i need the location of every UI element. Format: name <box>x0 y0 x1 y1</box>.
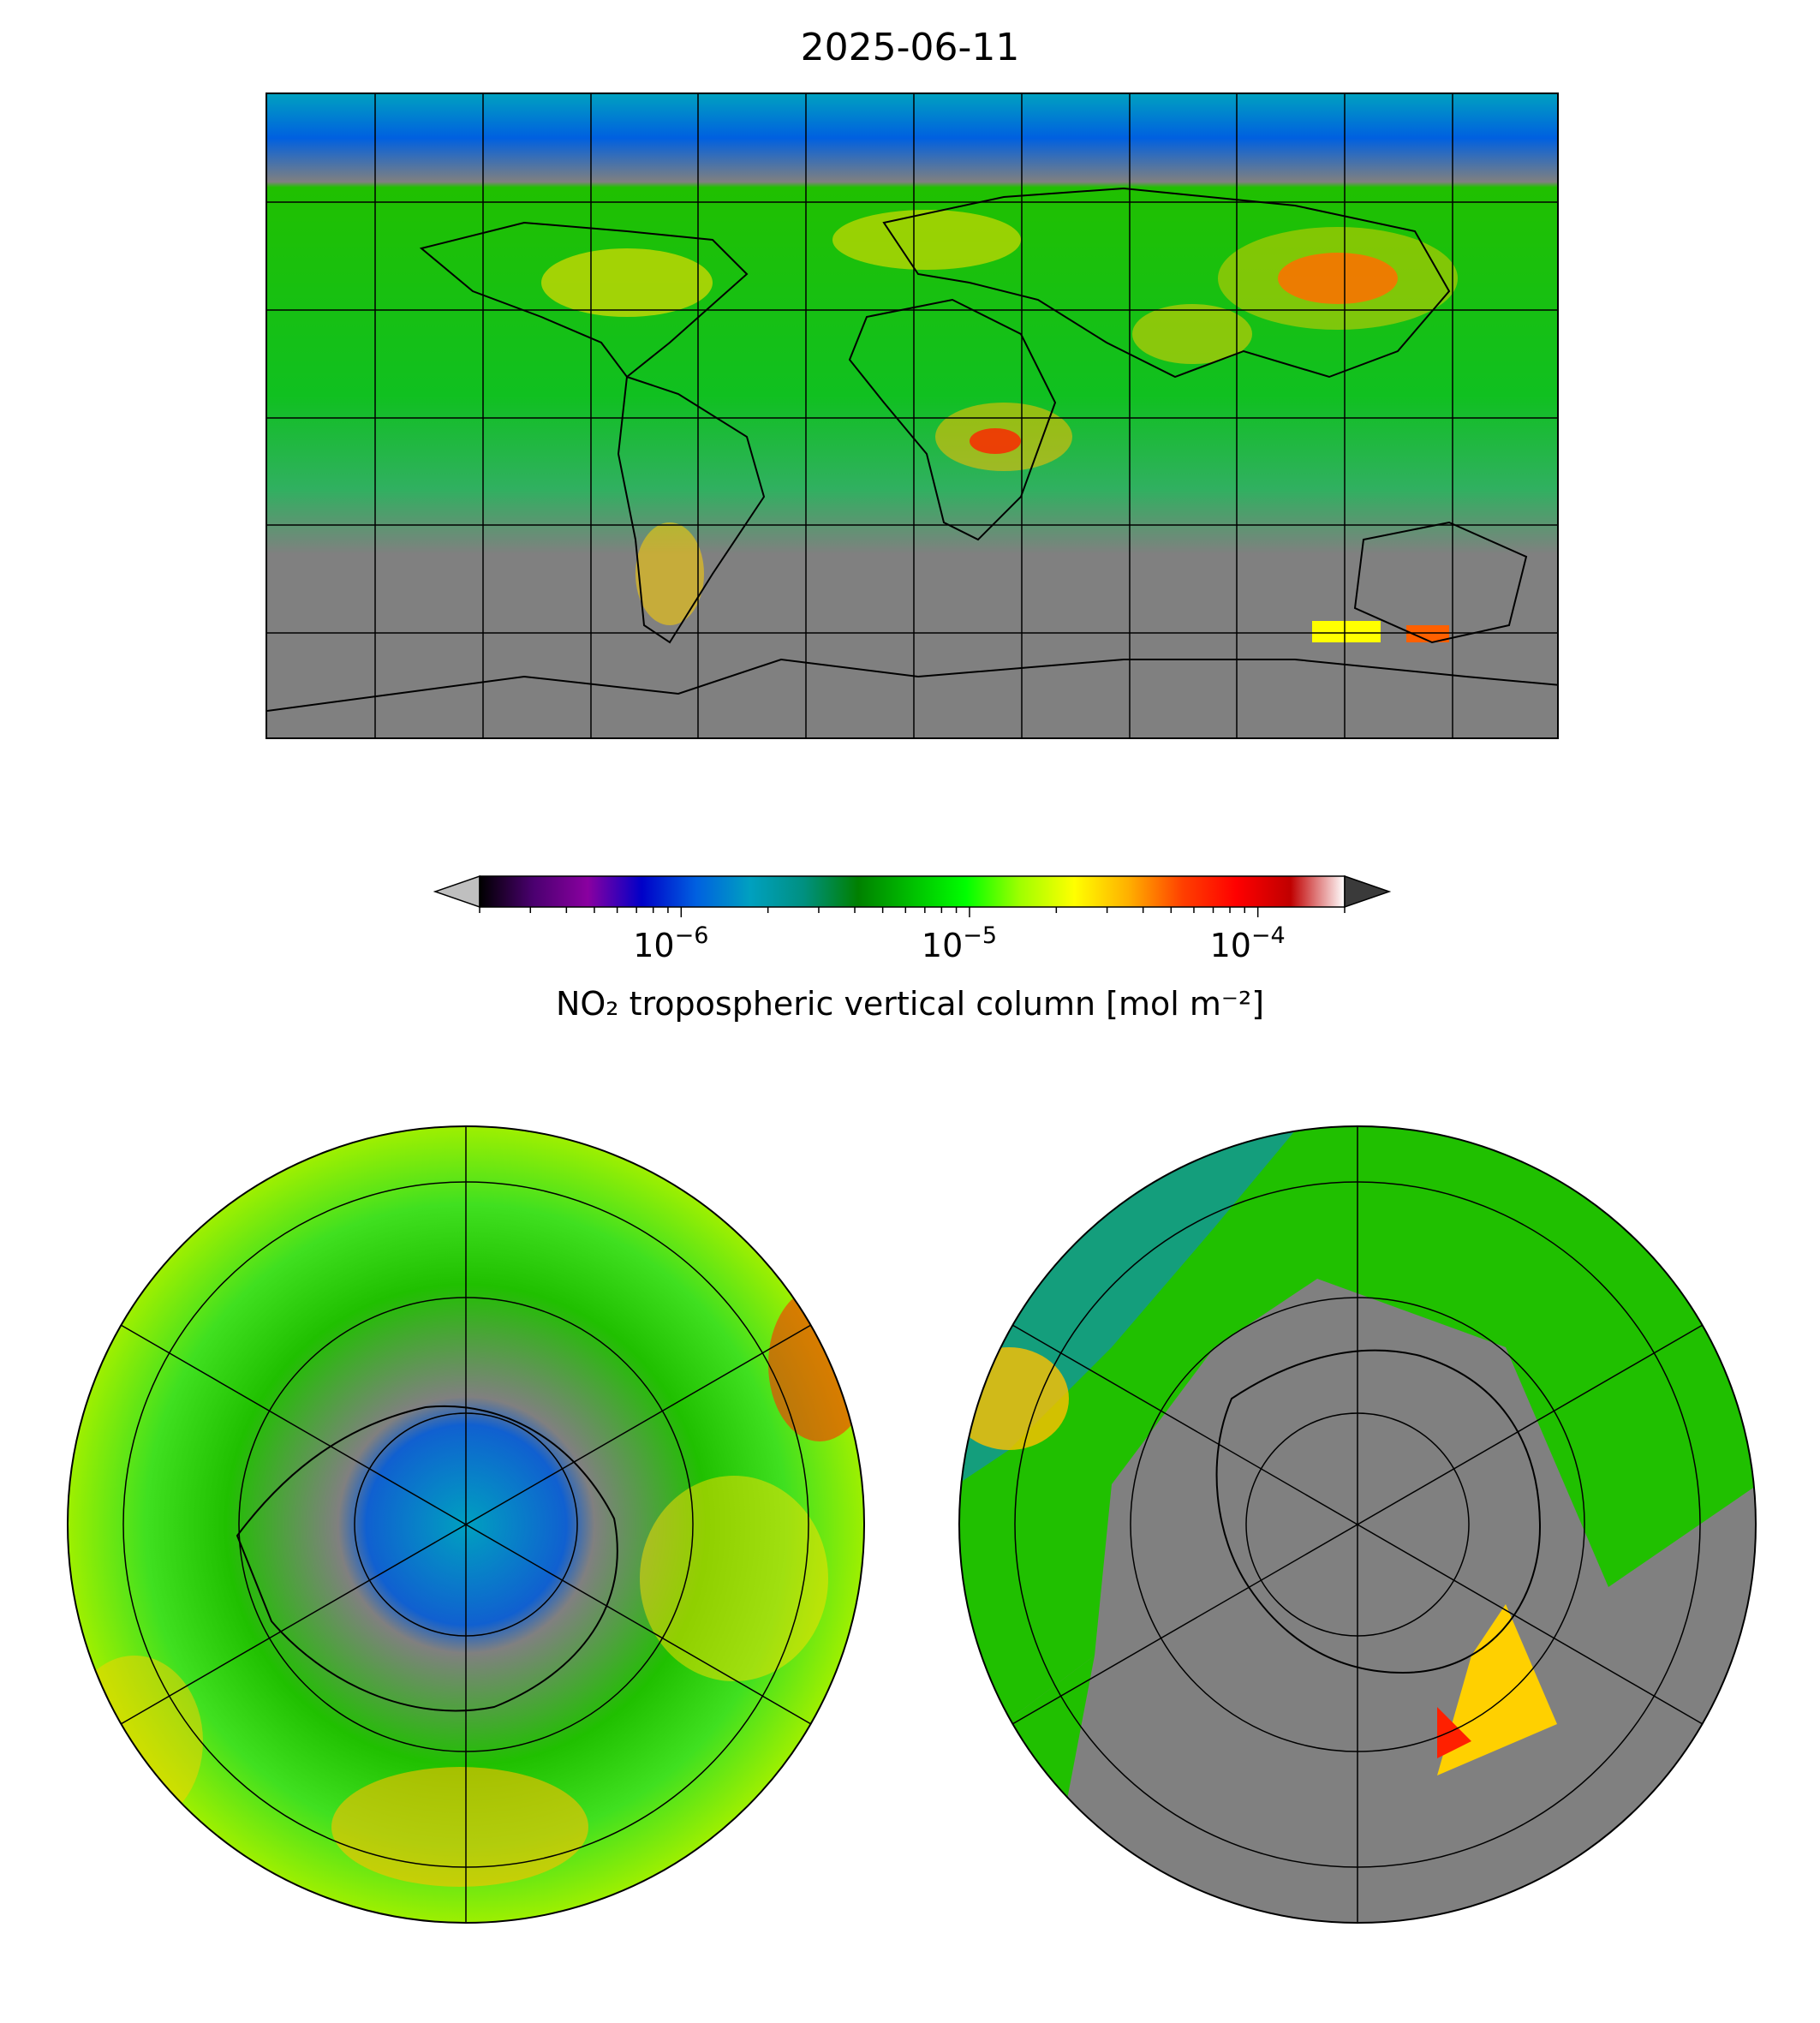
south-band-red <box>1406 625 1449 642</box>
north-polar-boundary <box>67 1125 865 1924</box>
hotspot-north-america <box>541 248 713 317</box>
north-polar-hotspot-asia <box>768 1287 864 1441</box>
south-polar-boundary <box>958 1125 1757 1924</box>
colorbar-tick-labels: 10−6 10−5 10−4 <box>633 922 1286 964</box>
north-polar-coastline <box>236 1405 618 1712</box>
colorbar: 10−6 10−5 10−4 <box>428 869 1396 1041</box>
graticule <box>267 94 1557 737</box>
south-polar-hotspot-red <box>1437 1707 1471 1758</box>
south-polar-map <box>958 1125 1758 1925</box>
hotspot-europe <box>832 210 1021 270</box>
north-polar-graticule <box>120 1126 812 1923</box>
data-swath <box>267 94 1557 642</box>
north-polar-map <box>66 1125 867 1925</box>
south-polar-graticule <box>1011 1126 1704 1923</box>
colorbar-tick-label: 10−4 <box>1210 922 1286 964</box>
south-band-yellow <box>1312 621 1381 642</box>
colorbar-tick-label: 10−6 <box>633 922 708 964</box>
hotspot-africa-core <box>970 428 1021 454</box>
colorbar-over-extension <box>1344 874 1392 909</box>
hotspot-east-asia <box>1278 253 1398 304</box>
south-polar-hotspot-yellow <box>1437 1604 1557 1775</box>
north-polar-hotspot-europe <box>331 1767 588 1887</box>
hotspot-india <box>1132 304 1252 364</box>
colorbar-ticks <box>479 907 1346 917</box>
global-map <box>266 92 1559 739</box>
hotspot-south-america <box>636 522 704 625</box>
hotspot-east-asia-halo <box>1218 227 1458 330</box>
colorbar-gradient <box>479 875 1346 908</box>
north-polar-hotspot-west <box>68 1656 203 1827</box>
map-title: 2025-06-11 <box>800 26 1020 69</box>
colorbar-under-extension <box>433 874 480 909</box>
coastlines <box>267 187 1557 712</box>
colorbar-tick-label: 10−5 <box>922 922 997 964</box>
north-polar-hotspot-east <box>640 1476 828 1681</box>
colorbar-label: NO₂ tropospheric vertical column [mol m⁻… <box>555 985 1265 1023</box>
south-polar-coastline-antarctica <box>1215 1349 1542 1674</box>
